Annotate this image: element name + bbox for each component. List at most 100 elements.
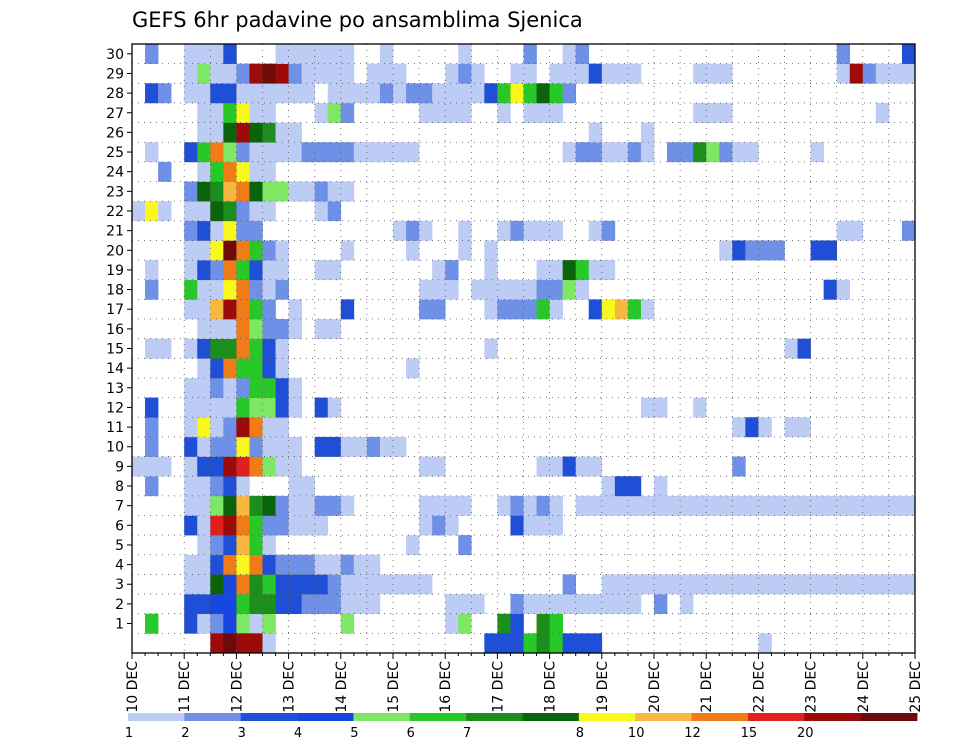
- heatmap-cell: [184, 201, 198, 222]
- heatmap-cell: [406, 535, 420, 556]
- heatmap-cell: [145, 260, 159, 281]
- y-tick-label: 20: [106, 243, 124, 259]
- heatmap-cell: [484, 299, 498, 320]
- heatmap-cell: [471, 63, 485, 84]
- heatmap-cell: [379, 436, 394, 457]
- heatmap-cell: [732, 574, 746, 595]
- heatmap-cell: [223, 436, 237, 457]
- heatmap-cell: [184, 515, 198, 536]
- heatmap-cell: [184, 377, 198, 398]
- heatmap-cell: [575, 260, 590, 281]
- heatmap-cell: [497, 299, 511, 320]
- heatmap-cell: [223, 279, 237, 300]
- heatmap-cell: [262, 319, 276, 339]
- heatmap-cell: [627, 63, 642, 84]
- heatmap-cell: [654, 574, 668, 595]
- heatmap-cell: [536, 279, 550, 300]
- colorbar-swatch: [578, 713, 636, 721]
- heatmap-cell: [510, 495, 524, 516]
- heatmap-cell: [654, 476, 668, 497]
- heatmap-cell: [314, 201, 329, 222]
- heatmap-cell: [223, 358, 237, 379]
- heatmap-cell: [236, 279, 250, 300]
- heatmap-cell: [197, 574, 211, 595]
- heatmap-cell: [601, 299, 616, 320]
- heatmap-cell: [706, 102, 720, 123]
- heatmap-cell: [510, 220, 524, 241]
- heatmap-cell: [262, 181, 276, 202]
- heatmap-cell: [327, 63, 342, 84]
- heatmap-cell: [197, 220, 211, 241]
- heatmap-cell: [588, 299, 603, 320]
- heatmap-cell: [693, 63, 707, 84]
- heatmap-cell: [210, 358, 224, 379]
- heatmap-cell: [210, 83, 224, 104]
- heatmap-cell: [223, 476, 237, 497]
- y-tick-label: 13: [106, 381, 124, 397]
- heatmap-cell: [445, 495, 459, 516]
- heatmap-cell: [471, 594, 485, 615]
- heatmap-cell: [210, 377, 224, 398]
- y-tick-label: 19: [106, 263, 124, 279]
- heatmap-cell: [223, 299, 237, 320]
- x-tick-label: 16 DEC: [438, 661, 454, 713]
- heatmap-cell: [210, 102, 224, 123]
- heatmap-cell: [223, 201, 237, 222]
- heatmap-cell: [249, 535, 263, 556]
- heatmap-cell: [288, 594, 302, 615]
- heatmap-cell: [523, 220, 537, 241]
- heatmap-cell: [249, 456, 263, 477]
- y-tick-label: 15: [106, 342, 124, 358]
- heatmap-cell: [445, 613, 459, 634]
- heatmap-cell: [797, 338, 811, 359]
- heatmap-cell: [262, 574, 276, 595]
- heatmap-cell: [575, 44, 590, 64]
- heatmap-cell: [197, 161, 211, 182]
- heatmap-cell: [275, 279, 289, 300]
- heatmap-cell: [523, 102, 537, 123]
- heatmap-cell: [145, 201, 159, 222]
- x-tick-label: 24 DEC: [856, 661, 872, 713]
- heatmap-cell: [288, 574, 302, 595]
- heatmap-cell: [810, 495, 824, 516]
- heatmap-cell: [288, 515, 302, 536]
- heatmap-cell: [327, 83, 342, 104]
- heatmap-cell: [301, 63, 315, 84]
- heatmap-cells: [132, 44, 916, 654]
- heatmap-cell: [836, 63, 851, 84]
- heatmap-cell: [888, 574, 903, 595]
- heatmap-cell: [275, 338, 289, 359]
- heatmap-cell: [249, 574, 263, 595]
- x-tick-label: 17 DEC: [490, 661, 506, 713]
- colorbar-swatch: [747, 713, 805, 721]
- heatmap-cell: [223, 220, 237, 241]
- heatmap-cell: [732, 495, 746, 516]
- heatmap-cell: [601, 63, 616, 84]
- heatmap-cell: [484, 633, 498, 654]
- heatmap-cell: [419, 220, 433, 241]
- heatmap-cell: [275, 377, 289, 398]
- heatmap-cell: [849, 495, 864, 516]
- heatmap-cell: [901, 220, 916, 241]
- colorbar-level-label: 6: [407, 726, 415, 741]
- heatmap-cell: [249, 594, 263, 615]
- heatmap-cell: [288, 319, 302, 339]
- heatmap-cell: [523, 83, 537, 104]
- heatmap-cell: [353, 142, 368, 163]
- y-tick-label: 28: [106, 86, 124, 102]
- heatmap-cell: [627, 142, 642, 163]
- heatmap-cell: [393, 574, 407, 595]
- heatmap-cell: [536, 495, 550, 516]
- heatmap-cell: [393, 220, 407, 241]
- heatmap-cell: [249, 122, 263, 143]
- heatmap-cell: [301, 83, 315, 104]
- colorbar-level-label: 3: [238, 726, 246, 741]
- heatmap-cell: [340, 83, 355, 104]
- heatmap-cell: [236, 338, 250, 359]
- heatmap-cell: [223, 594, 237, 615]
- heatmap-cell: [145, 417, 159, 438]
- heatmap-cell: [197, 240, 211, 261]
- heatmap-cell: [379, 44, 394, 64]
- colorbar-swatch: [128, 713, 185, 721]
- heatmap-cell: [184, 476, 198, 497]
